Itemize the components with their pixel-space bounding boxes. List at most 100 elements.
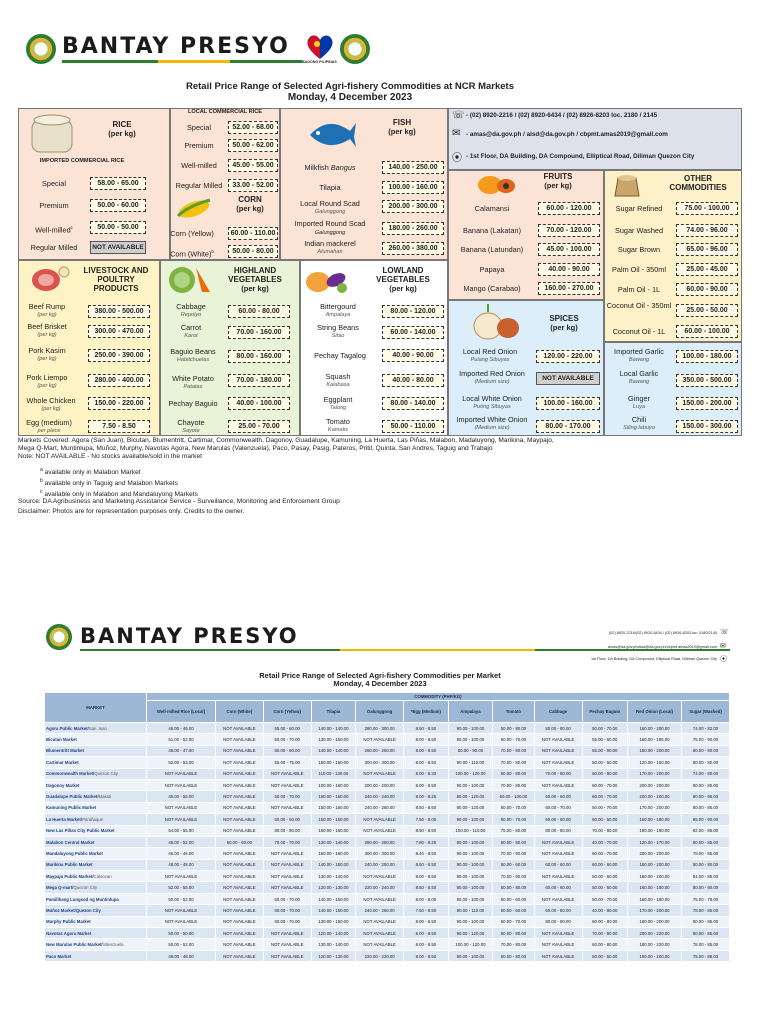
fruits-title-text: FRUITS — [543, 172, 573, 181]
market-city: Quezon City — [73, 885, 98, 891]
livestock-beef-brisket-value: 300.00 - 470.00 — [88, 325, 150, 338]
spice-imported-garlic-label: Imported Garlic Bawang — [606, 348, 672, 364]
page-date: Monday, 4 December 2023 — [287, 92, 413, 103]
lowland-eggplant-text: Eggplant — [323, 395, 353, 404]
price-cell: 280.00 - 280.00 — [355, 835, 405, 849]
market-city: Caloocan — [93, 873, 112, 879]
price-cell: 70.00 - 80.00 — [492, 778, 535, 792]
fish-milkfish-value: 140.00 - 250.00 — [382, 161, 444, 174]
other-sugar-washed-value: 74.00 - 96.00 — [676, 224, 738, 237]
price-cell: 50.00 - 70.00 — [581, 721, 629, 735]
lowland-squash-local: Kalabasa — [326, 382, 350, 388]
price-cell: 75.00 - 80.00 — [492, 824, 535, 837]
corn-unit: (per kg) — [236, 204, 264, 213]
table-row: New Las Piñas City Public Market 54.00 - … — [44, 824, 731, 837]
column-header: Corn (White) — [214, 700, 264, 723]
livestock-beef-rump-text: Beef Rump — [28, 302, 66, 311]
fruit-lakatan-label: Banana (Lakatan) — [462, 226, 521, 235]
highland-chayote-local: Sayote — [182, 428, 200, 434]
rice-imported-special-value: 58.00 - 65.00 — [90, 177, 146, 190]
price-cell: 60.00 - 60.00 — [533, 881, 583, 894]
price-cell: NOT AVAILABLE — [262, 778, 312, 792]
papaya-icon — [478, 176, 515, 194]
price-cell: NOT AVAILABLE — [355, 824, 405, 837]
livestock-chicken-unit: (per kg) — [41, 406, 61, 412]
price-cell: NOT AVAILABLE — [214, 733, 264, 746]
price-cell: 60.00 - 70.00 — [533, 801, 583, 815]
market-name: Agora Public Market/ — [46, 725, 89, 731]
price-cell: 60.00 - 70.00 — [492, 915, 535, 929]
rice-imported-premium-value: 50.00 - 60.00 — [90, 199, 146, 212]
market-name-cell: Agora Public Market/San Juan — [44, 721, 147, 735]
price-cell: 80.00 - 80.00 — [680, 858, 731, 872]
other-coconut-1l-label: Coconut Oil - 1L — [612, 327, 666, 336]
price-cell: 60.00 - 60.00 — [262, 744, 312, 758]
footnote-c: c available only in Malabon and Mandaluy… — [40, 488, 198, 499]
price-cell: 160.00 - 180.00 — [627, 813, 682, 826]
table-body: Agora Public Market/San Juan 46.00 - 46.0… — [44, 721, 731, 963]
column-header: Tomato — [492, 700, 535, 723]
spice-chili-text: Chili — [631, 415, 647, 424]
price-cell: NOT AVAILABLE — [214, 756, 264, 769]
price-cell: 130.00 - 140.00 — [310, 835, 357, 849]
price-cell: 8.40 - 8.50 — [403, 847, 449, 860]
column-header: Pechay Baguio — [581, 700, 629, 723]
price-cell: NOT AVAILABLE — [262, 801, 312, 815]
lowland-string-beans-label: String Beans Sitao — [304, 324, 372, 340]
highland-potato-label: White Potato Patatas — [162, 375, 224, 391]
other-palm-350-label: Palm Oil - 350ml — [612, 265, 666, 274]
price-cell: 140.00 - 140.00 — [310, 721, 357, 735]
fruit-papaya-label: Papaya — [479, 265, 505, 274]
rice-local-special-value: 52.00 - 68.00 — [228, 121, 278, 134]
table-row: Mandaluyong Public Market 46.00 - 46.00 NO… — [44, 847, 731, 860]
price-cell: 8.00 - 8.33 — [403, 767, 449, 780]
price-cell: 90.00 - 100.00 — [447, 813, 494, 826]
market-name-cell: Cartimar Market — [44, 756, 147, 769]
price-cell: 170.00 - 200.00 — [627, 801, 682, 815]
price-cell: 46.00 - 46.00 — [146, 847, 216, 860]
spice-ginger-text: Ginger — [628, 394, 650, 403]
price-cell: 48.00 - 48.00 — [146, 949, 216, 963]
spice-local-red-onion-value: 120.00 - 220.00 — [536, 350, 600, 363]
fish-tilapia-value: 100.00 - 160.00 — [382, 181, 444, 194]
lowland-bittergourd-value: 80.00 - 120.00 — [382, 305, 444, 318]
lowland-squash-label: Squash Kalabasa — [304, 373, 372, 389]
other-sugar-washed-label: Sugar Washed — [615, 226, 663, 235]
markets-covered-note: Markets Covered: Agora (San Juan), Bicut… — [18, 437, 554, 444]
table-row: Commonwealth Market/Quezon City NOT AVAIL… — [44, 767, 731, 780]
footnote-b-text: available only in Taguig and Malabon Mar… — [44, 480, 178, 488]
price-cell: 78.00 - 85.00 — [680, 847, 731, 860]
fish-imported-scad-value: 180.00 - 260.00 — [382, 222, 444, 235]
price-cell: 120.00 - 130.00 — [310, 881, 357, 894]
market-name: La Huerta Market/ — [46, 816, 83, 822]
price-cell: 70.00 - 80.00 — [533, 767, 583, 780]
spice-imported-white-onion-label: Imported White Onion (Medium size) — [450, 416, 534, 432]
rice-local-wellmilled-label: Well-milled — [181, 161, 217, 170]
livestock-pork-kasim-value: 250.00 - 390.00 — [88, 349, 150, 362]
rice-imported-regular-label: Regular Milled — [30, 243, 78, 252]
fruit-calamansi-value: 60.00 - 120.00 — [538, 202, 600, 215]
rice-imported-special-label: Special — [42, 179, 66, 188]
price-cell: 80.00 - 100.00 — [447, 892, 494, 906]
price-cell: 160.00 - 200.00 — [627, 721, 682, 735]
price-cell: 60.00 - 80.00 — [581, 938, 629, 951]
spice-imported-garlic-local: Bawang — [628, 357, 650, 363]
price-cell: NOT AVAILABLE — [262, 858, 312, 872]
market-name: Blumentritt Market — [46, 748, 84, 754]
price-cell: NOT AVAILABLE — [533, 733, 583, 746]
price-cell: 60.00 - 70.00 — [581, 790, 629, 803]
lowland-eggplant-value: 80.00 - 140.00 — [382, 397, 444, 410]
market-name: Dagonoy Market — [46, 782, 80, 788]
price-cell: 150.00 - 160.00 — [310, 790, 357, 803]
other-coconut-350-value: 25.00 - 50.00 — [676, 304, 738, 317]
highland-carrot-local: Karot — [184, 333, 198, 339]
price-cell: NOT AVAILABLE — [214, 870, 264, 883]
lowland-tomato-text: Tomato — [326, 417, 350, 426]
contact-address: - 1st Floor, DA Building, DA Compound, E… — [466, 153, 695, 160]
highland-chayote-label: Chayote Sayote — [162, 419, 220, 435]
other-coconut-350-label: Coconut Oil - 350ml — [606, 301, 672, 310]
price-cell: 120.00 - 170.00 — [627, 835, 682, 849]
rice-local-special-label: Special — [187, 123, 211, 132]
price-cell: 7.80 - 8.25 — [403, 835, 449, 849]
price-cell: NOT AVAILABLE — [355, 767, 405, 780]
